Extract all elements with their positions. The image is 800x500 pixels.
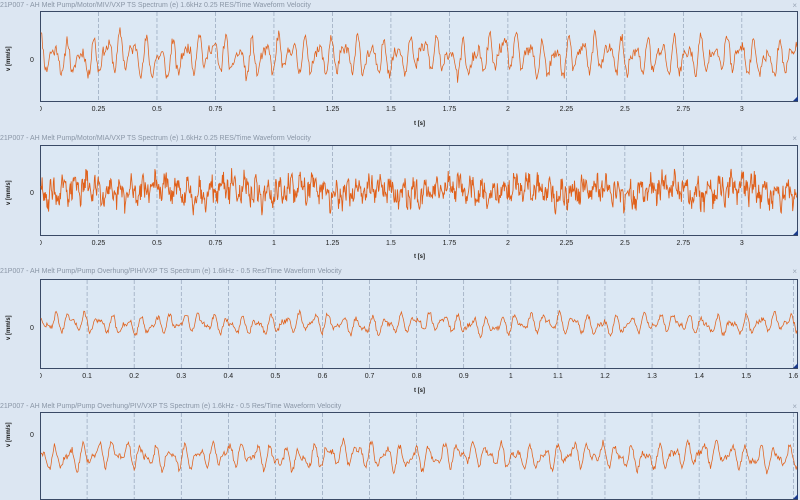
x-tick-label: 1.2: [600, 373, 610, 380]
x-tick-label: 1.5: [741, 373, 751, 380]
y-tick-zero: 0: [30, 325, 34, 332]
x-axis-label: t [s]: [414, 388, 425, 394]
x-tick-label: 1.4: [694, 373, 704, 380]
cursor-marker-icon[interactable]: [793, 494, 798, 499]
x-tick-label: 0.75: [209, 240, 223, 247]
waveform-panel-2: 21P007 - AH Melt Pump/Motor/MIA/VXP TS S…: [0, 133, 800, 266]
x-tick-label: 1.75: [443, 240, 457, 247]
x-tick-label: 0.25: [92, 106, 106, 113]
x-tick-label: 0.3: [176, 373, 186, 380]
waveform-series: [40, 308, 798, 339]
close-icon[interactable]: ×: [792, 402, 797, 411]
x-tick-label: 1.25: [326, 106, 340, 113]
x-tick-label: 0.4: [223, 373, 233, 380]
y-axis-label: v [mm/s]: [6, 46, 12, 71]
x-tick-label: 0: [40, 240, 42, 247]
y-axis-label: v [mm/s]: [6, 315, 12, 340]
x-axis-label: t [s]: [414, 254, 425, 260]
x-tick-label: 1.1: [553, 373, 563, 380]
panel-title: 21P007 - AH Melt Pump/Pump Overhung/PIV/…: [0, 403, 342, 410]
x-tick-label: 0.9: [459, 373, 469, 380]
x-tick-label: 2.5: [620, 106, 630, 113]
x-tick-label: 0: [40, 106, 42, 113]
waveform-panel-4: 21P007 - AH Melt Pump/Pump Overhung/PIV/…: [0, 401, 800, 500]
x-tick-label: 0.5: [271, 373, 281, 380]
x-tick-label: 1.25: [326, 240, 340, 247]
y-axis-label: v [mm/s]: [6, 422, 12, 447]
x-tick-label: 3: [740, 240, 744, 247]
waveform-series: [40, 27, 798, 83]
x-tick-label: 0.7: [365, 373, 375, 380]
x-tick-label: 1.75: [443, 106, 457, 113]
x-tick-label: 2.25: [560, 240, 574, 247]
close-icon[interactable]: ×: [792, 267, 797, 276]
x-tick-label: 1.6: [788, 373, 798, 380]
waveform-plot[interactable]: [40, 412, 798, 500]
cursor-marker-icon[interactable]: [793, 230, 798, 235]
panel-title-bar: 21P007 - AH Melt Pump/Motor/MIA/VXP TS S…: [0, 133, 800, 144]
x-tick-label: 2.75: [677, 240, 691, 247]
x-tick-label: 0.75: [209, 106, 223, 113]
x-axis-label: t [s]: [414, 121, 425, 127]
x-tick-label: 2: [506, 106, 510, 113]
waveform-series: [40, 168, 798, 216]
panel-title-bar: 21P007 - AH Melt Pump/Pump Overhung/PIV/…: [0, 401, 800, 412]
waveform-panel-1: 21P007 - AH Melt Pump/Motor/MIV/VXP TS S…: [0, 0, 800, 133]
waveform-plot[interactable]: 0 0.1 0.2 0.3 0.4 0.5 0.6 0.7 0.8 0.9 1 1.1 1.2 1.3 1.…: [40, 279, 798, 380]
waveform-plot[interactable]: 0 0.25 0.5 0.75 1 1.25 1.5 1.75 2 2.25 2.5 2.75 3: [40, 11, 798, 113]
x-tick-label: 1: [509, 373, 513, 380]
close-icon[interactable]: ×: [792, 134, 797, 143]
x-tick-label: 0: [40, 373, 42, 380]
x-tick-label: 0.5: [152, 106, 162, 113]
y-tick-zero: 0: [30, 432, 34, 439]
x-tick-label: 0.8: [412, 373, 422, 380]
close-icon[interactable]: ×: [792, 1, 797, 10]
panel-title-bar: 21P007 - AH Melt Pump/Pump Overhung/PIH/…: [0, 266, 800, 277]
waveform-panel-3: 21P007 - AH Melt Pump/Pump Overhung/PIH/…: [0, 266, 800, 401]
x-tick-label: 2.75: [677, 106, 691, 113]
x-tick-label: 3: [740, 106, 744, 113]
panel-title: 21P007 - AH Melt Pump/Motor/MIV/VXP TS S…: [0, 2, 311, 9]
x-tick-label: 1.3: [647, 373, 657, 380]
cursor-marker-icon[interactable]: [793, 363, 798, 368]
y-tick-zero: 0: [30, 57, 34, 64]
waveform-plot[interactable]: 0 0.25 0.5 0.75 1 1.25 1.5 1.75 2 2.25 2.5 2.75 3: [40, 145, 798, 247]
panel-title-bar: 21P007 - AH Melt Pump/Motor/MIV/VXP TS S…: [0, 0, 800, 11]
x-tick-label: 0.6: [318, 373, 328, 380]
panel-title: 21P007 - AH Melt Pump/Pump Overhung/PIH/…: [0, 268, 342, 275]
cursor-marker-icon[interactable]: [793, 96, 798, 101]
x-tick-label: 1: [272, 240, 276, 247]
x-tick-label: 1.5: [386, 240, 396, 247]
x-tick-label: 0.25: [92, 240, 106, 247]
x-tick-label: 1: [272, 106, 276, 113]
x-tick-label: 0.5: [152, 240, 162, 247]
plot-frame: [40, 11, 798, 102]
y-axis-label: v [mm/s]: [6, 180, 12, 205]
plot-frame: [40, 279, 798, 369]
panel-title: 21P007 - AH Melt Pump/Motor/MIA/VXP TS S…: [0, 135, 311, 142]
x-tick-label: 2.25: [560, 106, 574, 113]
x-tick-label: 2.5: [620, 240, 630, 247]
y-tick-zero: 0: [30, 190, 34, 197]
x-tick-label: 2: [506, 240, 510, 247]
waveform-series: [40, 437, 798, 475]
x-tick-label: 1.5: [386, 106, 396, 113]
x-tick-label: 0.2: [129, 373, 139, 380]
x-tick-label: 0.1: [82, 373, 92, 380]
